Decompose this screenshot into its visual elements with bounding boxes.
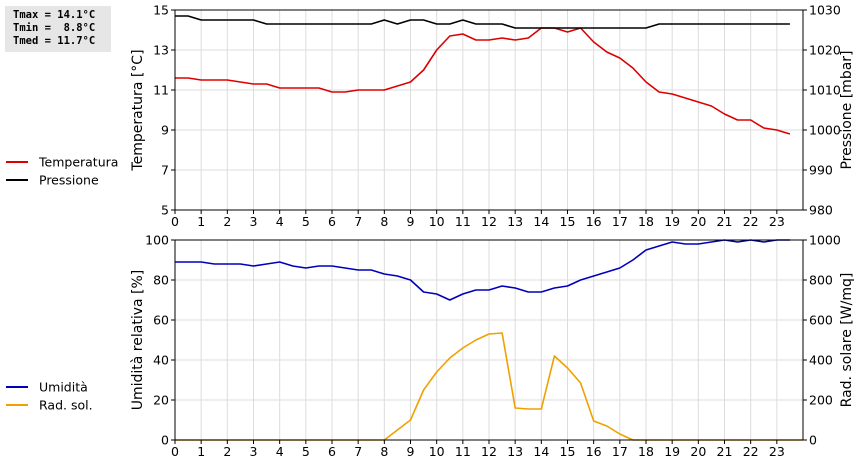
x-tick-label: 8	[380, 214, 388, 229]
y-tick-label-right: 400	[809, 353, 833, 368]
x-tick-label: 4	[276, 444, 284, 459]
x-tick-label: 0	[171, 214, 179, 229]
x-tick-label: 21	[717, 214, 733, 229]
x-tick-label: 17	[612, 214, 628, 229]
x-tick-label: 2	[223, 214, 231, 229]
x-tick-label: 1	[197, 444, 205, 459]
y-tick-label-right: 600	[809, 313, 833, 328]
chart-panel-2: 0 1 2 3 4 5 6 7 8 9 10 11 12 13 14 15 16 17 18 19 20 21 22 2302…	[6, 233, 855, 459]
y-tick-label-right: 1000	[809, 123, 841, 138]
y-tick-label-right: 1030	[809, 3, 841, 18]
x-tick-label: 10	[429, 444, 445, 459]
x-tick-label: 23	[769, 214, 785, 229]
x-tick-label: 5	[302, 214, 310, 229]
x-tick-label: 3	[250, 214, 258, 229]
x-tick-label: 10	[429, 214, 445, 229]
x-tick-label: 16	[586, 444, 602, 459]
chart-panel-1: 0 1 2 3 4 5 6 7 8 9 10 11 12 13 14 15 16 17 18 19 20 21 22 2357…	[6, 3, 855, 229]
y-axis-label-right: Rad. solare [W/mq]	[839, 273, 855, 408]
y-tick-label-left: 20	[153, 393, 169, 408]
y-tick-label-left: 15	[153, 3, 169, 18]
legend-label: Pressione	[39, 173, 99, 188]
y-tick-label-left: 60	[153, 313, 169, 328]
x-tick-label: 15	[560, 444, 576, 459]
y-tick-label-right: 990	[809, 163, 833, 178]
y-axis-label-right: Pressione [mbar]	[839, 50, 855, 169]
y-tick-label-right: 980	[809, 203, 833, 218]
y-tick-label-left: 9	[161, 123, 169, 138]
x-tick-label: 7	[354, 214, 362, 229]
y-tick-label-right: 1020	[809, 43, 841, 58]
x-tick-label: 16	[586, 214, 602, 229]
y-tick-label-left: 7	[161, 163, 169, 178]
y-tick-label-left: 5	[161, 203, 169, 218]
x-tick-label: 2	[223, 444, 231, 459]
x-tick-label: 15	[560, 214, 576, 229]
x-tick-label: 19	[664, 444, 680, 459]
y-axis-label-left: Temperatura [°C]	[130, 49, 146, 171]
legend-label: Temperatura	[38, 155, 118, 170]
y-tick-label-right: 1000	[809, 233, 841, 248]
x-tick-label: 11	[455, 444, 471, 459]
series-line-umidit-	[175, 239, 790, 301]
x-tick-label: 9	[407, 444, 415, 459]
stats-box: Tmax = 14.1°C Tmin = 8.8°C Tmed = 11.7°C	[5, 6, 111, 52]
x-tick-label: 7	[354, 444, 362, 459]
y-tick-label-right: 1010	[809, 83, 841, 98]
x-tick-label: 18	[638, 214, 654, 229]
x-tick-label: 6	[328, 214, 336, 229]
x-tick-label: 22	[743, 214, 759, 229]
x-tick-label: 22	[743, 444, 759, 459]
y-tick-label-left: 11	[153, 83, 169, 98]
x-tick-label: 23	[769, 444, 785, 459]
y-tick-label-left: 0	[161, 433, 169, 448]
series-line-temperatura	[175, 27, 791, 135]
y-tick-label-right: 200	[809, 393, 833, 408]
x-tick-label: 13	[507, 444, 523, 459]
x-tick-label: 6	[328, 444, 336, 459]
x-tick-label: 14	[533, 444, 549, 459]
y-tick-label-right: 800	[809, 273, 833, 288]
x-tick-label: 0	[171, 444, 179, 459]
x-tick-label: 14	[533, 214, 549, 229]
y-tick-label-left: 80	[153, 273, 169, 288]
x-tick-label: 20	[690, 214, 706, 229]
x-tick-label: 3	[250, 444, 258, 459]
series-line-pressione	[175, 15, 790, 29]
x-tick-label: 1	[197, 214, 205, 229]
x-tick-label: 5	[302, 444, 310, 459]
y-tick-label-left: 13	[153, 43, 169, 58]
y-axis-label-left: Umidità relativa [%]	[130, 270, 146, 411]
y-tick-label-right: 0	[809, 433, 817, 448]
x-tick-label: 12	[481, 214, 497, 229]
x-tick-label: 18	[638, 444, 654, 459]
x-tick-label: 4	[276, 214, 284, 229]
x-tick-label: 9	[407, 214, 415, 229]
stat-tmin: Tmin = 8.8°C	[13, 22, 96, 34]
y-tick-label-left: 40	[153, 353, 169, 368]
x-tick-label: 13	[507, 214, 523, 229]
x-tick-label: 21	[717, 444, 733, 459]
x-tick-label: 8	[380, 444, 388, 459]
x-tick-label: 19	[664, 214, 680, 229]
stat-tmax: Tmax = 14.1°C	[13, 9, 96, 21]
series-line-rad-sol-	[175, 332, 803, 441]
x-tick-label: 11	[455, 214, 471, 229]
legend-label: Umidità	[39, 380, 88, 395]
stat-tmed: Tmed = 11.7°C	[13, 35, 96, 47]
x-tick-label: 12	[481, 444, 497, 459]
x-tick-label: 20	[690, 444, 706, 459]
legend-label: Rad. sol.	[39, 398, 93, 413]
y-tick-label-left: 100	[145, 233, 169, 248]
x-tick-label: 17	[612, 444, 628, 459]
